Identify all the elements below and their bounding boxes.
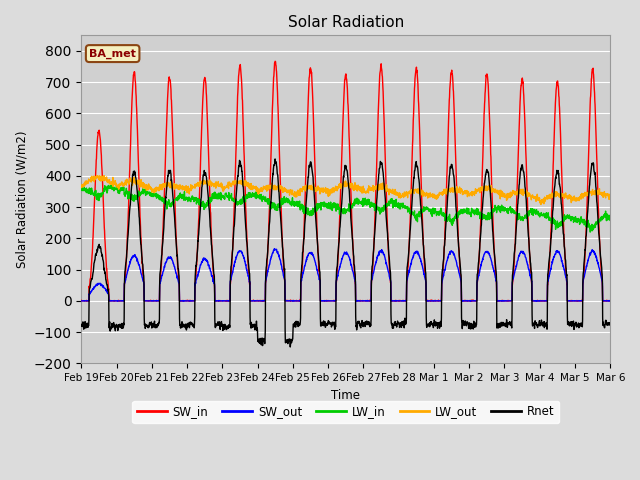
Rnet: [225, 324, 232, 329]
Rnet: [500, 321, 508, 327]
Rnet: [607, 322, 614, 327]
LW_in: [77, 186, 85, 192]
LW_in: [575, 216, 582, 221]
SW_out: [361, 298, 369, 304]
X-axis label: Time: Time: [332, 389, 360, 402]
SW_in: [607, 298, 614, 304]
Rnet: [362, 323, 369, 329]
Line: SW_out: SW_out: [81, 249, 611, 301]
Line: Rnet: Rnet: [81, 159, 611, 347]
SW_out: [225, 298, 232, 304]
LW_out: [100, 173, 108, 179]
LW_in: [372, 203, 380, 208]
LW_out: [560, 193, 568, 199]
LW_in: [225, 193, 233, 199]
SW_out: [500, 298, 508, 304]
Legend: SW_in, SW_out, LW_in, LW_out, Rnet: SW_in, SW_out, LW_in, LW_out, Rnet: [132, 401, 559, 423]
Rnet: [575, 322, 582, 327]
SW_in: [225, 298, 233, 304]
LW_out: [500, 193, 508, 199]
SW_out: [607, 298, 614, 304]
Text: BA_met: BA_met: [89, 48, 136, 59]
Line: LW_out: LW_out: [81, 176, 611, 204]
SW_in: [373, 158, 381, 164]
SW_out: [271, 246, 278, 252]
SW_in: [500, 298, 508, 304]
Rnet: [373, 197, 381, 203]
LW_out: [537, 202, 545, 207]
SW_out: [575, 298, 582, 304]
SW_in: [575, 298, 582, 304]
SW_out: [372, 257, 380, 263]
Y-axis label: Solar Radiation (W/m2): Solar Radiation (W/m2): [15, 131, 28, 268]
Rnet: [271, 156, 279, 162]
LW_in: [560, 218, 568, 224]
LW_out: [575, 195, 582, 201]
LW_out: [225, 182, 233, 188]
LW_in: [586, 229, 594, 235]
SW_in: [78, 298, 86, 304]
Line: LW_in: LW_in: [81, 182, 611, 232]
SW_out: [560, 265, 568, 271]
Rnet: [560, 237, 568, 242]
LW_in: [500, 204, 508, 210]
Line: SW_in: SW_in: [81, 61, 611, 301]
LW_in: [108, 180, 116, 185]
SW_out: [77, 298, 85, 304]
LW_out: [361, 188, 369, 194]
SW_in: [77, 298, 85, 303]
Rnet: [77, 323, 85, 329]
LW_out: [77, 184, 85, 190]
LW_in: [607, 217, 614, 223]
LW_out: [372, 185, 380, 191]
SW_in: [362, 298, 369, 304]
SW_in: [271, 59, 279, 64]
LW_in: [361, 198, 369, 204]
LW_out: [607, 196, 614, 202]
SW_in: [560, 233, 568, 239]
Title: Solar Radiation: Solar Radiation: [287, 15, 404, 30]
Rnet: [287, 344, 294, 350]
